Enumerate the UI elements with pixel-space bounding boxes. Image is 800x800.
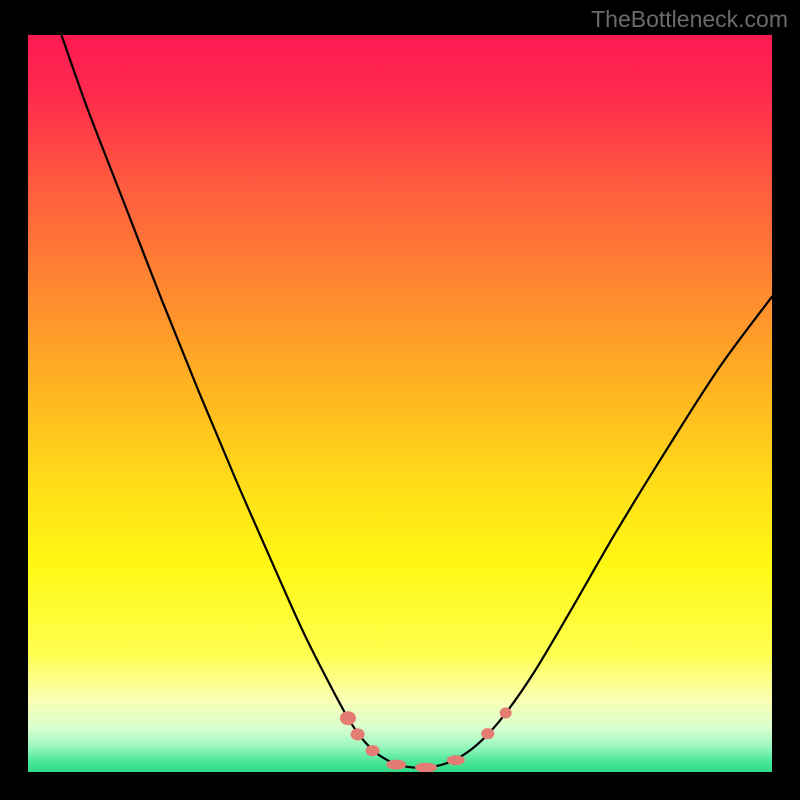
bottleneck-marker (340, 711, 356, 725)
bottleneck-marker (447, 755, 465, 765)
bottleneck-marker (500, 708, 512, 719)
bottleneck-marker (386, 760, 406, 770)
plot-area (28, 35, 772, 772)
bottleneck-marker (481, 728, 494, 739)
bottleneck-marker (415, 763, 437, 772)
bottleneck-curve (61, 35, 772, 768)
bottleneck-marker (351, 728, 365, 740)
watermark-text: TheBottleneck.com (591, 6, 788, 33)
bottleneck-marker (365, 745, 379, 756)
curve-layer (28, 35, 772, 772)
